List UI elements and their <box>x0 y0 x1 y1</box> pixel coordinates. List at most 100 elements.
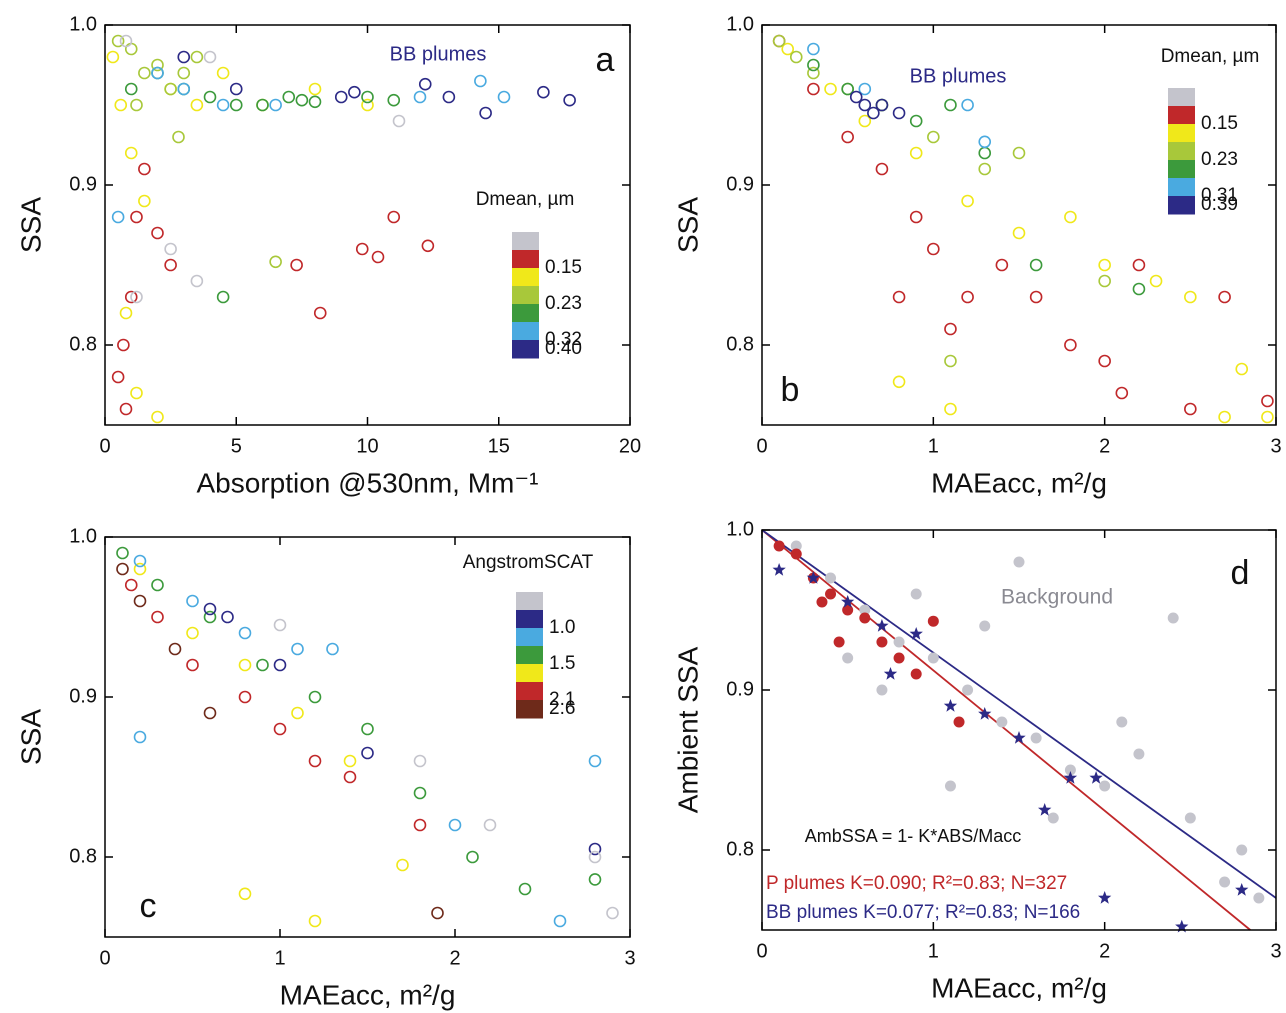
point <box>1219 876 1231 888</box>
point <box>238 690 252 704</box>
point <box>348 85 361 99</box>
point <box>190 98 204 112</box>
point <box>1063 771 1078 784</box>
point <box>313 306 327 320</box>
point <box>807 42 820 56</box>
point <box>111 370 125 384</box>
point <box>1184 290 1197 304</box>
point <box>396 858 409 872</box>
point <box>833 636 845 648</box>
point <box>308 754 322 768</box>
annotation: AmbSSA = 1- K*ABS/Macc <box>805 826 1022 846</box>
point <box>1132 282 1146 296</box>
point <box>1098 891 1112 904</box>
colorbar-swatch <box>512 250 539 269</box>
x-tick-label: 0 <box>756 940 767 962</box>
point <box>133 554 147 568</box>
colorbar-title: Dmean, µm <box>1161 46 1260 67</box>
point <box>238 626 252 640</box>
point <box>842 604 854 616</box>
point <box>431 906 444 920</box>
point <box>927 242 940 256</box>
annotation: BB plumes K=0.077; R²=0.83; N=166 <box>766 902 1080 923</box>
point <box>151 58 164 72</box>
point <box>1089 771 1103 784</box>
point <box>111 34 125 48</box>
point <box>413 90 427 104</box>
point <box>842 652 854 664</box>
point <box>138 66 151 80</box>
point <box>1115 386 1129 400</box>
point <box>466 850 479 864</box>
point <box>1098 354 1111 368</box>
point <box>772 34 786 48</box>
point <box>588 842 602 856</box>
point <box>177 66 191 80</box>
colorbar-swatch <box>512 268 539 287</box>
colorbar-swatch <box>512 232 539 251</box>
point <box>308 914 322 928</box>
y-tick-label: 0.8 <box>69 845 97 867</box>
colorbar-swatch <box>516 664 543 683</box>
point <box>186 594 199 608</box>
colorbar-title: AngstromSCAT <box>463 552 594 573</box>
point <box>216 98 230 112</box>
point <box>1218 410 1231 424</box>
point <box>273 722 287 736</box>
x-tick-label: 15 <box>488 435 510 457</box>
point <box>944 354 957 368</box>
colorbar-swatch <box>1168 196 1195 215</box>
point <box>943 699 958 712</box>
colorbar-label: 1.5 <box>549 653 575 674</box>
point <box>119 306 133 320</box>
point <box>1012 146 1026 160</box>
point <box>238 887 252 901</box>
point <box>588 873 602 886</box>
colorbar-swatch <box>1168 142 1195 161</box>
y-tick-label: 1.0 <box>726 518 754 540</box>
point <box>910 588 922 600</box>
point <box>479 106 492 120</box>
point <box>273 618 287 632</box>
point <box>474 74 487 88</box>
x-tick-label: 10 <box>356 435 378 457</box>
point <box>1167 612 1179 624</box>
point <box>961 98 974 112</box>
point <box>1236 844 1248 856</box>
y-tick-label: 1.0 <box>69 13 97 35</box>
point <box>497 90 511 104</box>
point <box>849 90 863 104</box>
point <box>290 258 303 272</box>
point <box>203 90 217 104</box>
point <box>295 93 309 107</box>
point <box>859 612 871 624</box>
point <box>308 95 322 109</box>
point <box>133 594 147 608</box>
point <box>944 402 957 416</box>
point <box>883 667 898 680</box>
point <box>1098 274 1111 288</box>
point <box>221 610 234 624</box>
point <box>537 85 550 99</box>
colorbar-swatch <box>512 322 539 341</box>
point <box>1064 764 1076 776</box>
point <box>944 98 957 112</box>
point <box>807 82 820 96</box>
point <box>130 210 143 224</box>
point <box>371 250 385 264</box>
point <box>138 162 151 176</box>
point <box>124 42 138 56</box>
point <box>151 578 164 592</box>
x-tick-label: 2 <box>1099 435 1110 457</box>
point <box>1175 919 1189 933</box>
point <box>361 98 374 112</box>
point <box>483 818 497 832</box>
point <box>124 146 138 160</box>
point <box>151 66 164 80</box>
point <box>875 98 889 112</box>
point <box>117 338 130 352</box>
colorbar-swatch <box>516 628 543 647</box>
point <box>927 652 939 664</box>
x-tick-label: 0 <box>99 435 110 457</box>
